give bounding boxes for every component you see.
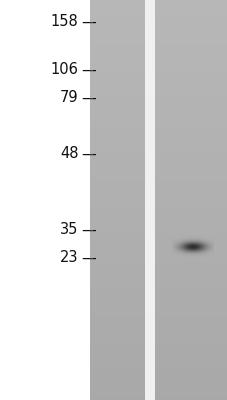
Bar <box>145 0 155 400</box>
Text: 106: 106 <box>51 62 78 78</box>
Text: 158: 158 <box>51 14 78 30</box>
Text: —: — <box>81 146 95 162</box>
Text: 48: 48 <box>60 146 78 162</box>
Text: —: — <box>81 222 95 238</box>
Text: —: — <box>81 14 95 30</box>
Text: —: — <box>81 250 95 266</box>
Text: 35: 35 <box>60 222 78 238</box>
Text: —: — <box>81 62 95 78</box>
Text: 79: 79 <box>60 90 78 106</box>
Text: 23: 23 <box>60 250 78 266</box>
Text: —: — <box>81 90 95 106</box>
